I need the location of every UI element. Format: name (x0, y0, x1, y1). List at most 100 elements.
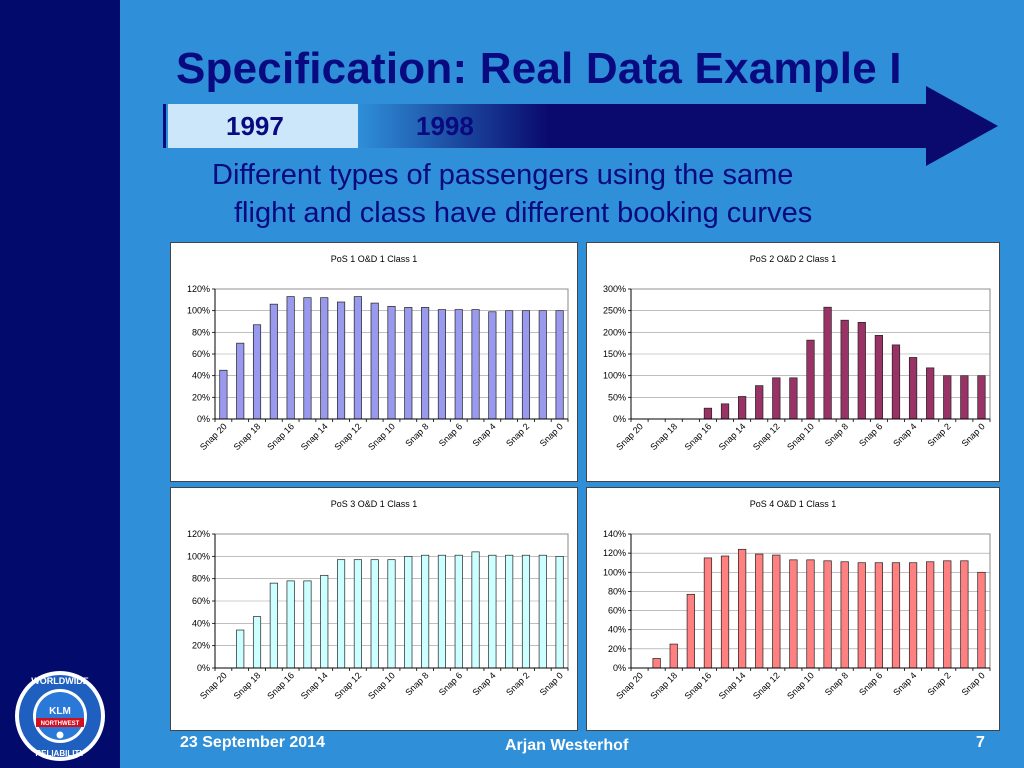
chart-title: PoS 2 O&D 2 Class 1 (750, 254, 837, 264)
bar-snap-11 (789, 559, 798, 669)
x-tick-label: Snap 0 (538, 421, 565, 448)
bar-snap-13 (337, 301, 346, 420)
y-tick-label: 120% (603, 548, 626, 558)
slide-title: Specification: Real Data Example I (176, 44, 902, 93)
x-tick-label: Snap 12 (333, 670, 364, 701)
bar-snap-13 (755, 385, 764, 420)
x-tick-label: Snap 6 (857, 421, 884, 448)
x-tick-label: Snap 6 (437, 670, 464, 697)
bar-snap-0 (555, 555, 564, 669)
bar-snap-13 (337, 559, 346, 669)
bar-snap-7 (437, 309, 446, 420)
bar-snap-8 (421, 554, 430, 669)
y-tick-label: 80% (608, 586, 626, 596)
y-tick-label: 100% (603, 567, 626, 577)
y-tick-label: 300% (603, 284, 626, 294)
x-tick-label: Snap 16 (265, 670, 296, 701)
bar-snap-3 (505, 310, 514, 420)
x-tick-label: Snap 4 (891, 421, 918, 448)
bar-snap-10 (806, 559, 815, 669)
bar-snap-11 (789, 377, 798, 420)
y-tick-label: 250% (603, 306, 626, 316)
bar-snap-12 (353, 559, 362, 669)
x-tick-label: Snap 18 (232, 670, 263, 701)
y-tick-label: 20% (192, 392, 210, 402)
x-tick-label: Snap 10 (366, 421, 397, 452)
bar-snap-3 (505, 554, 514, 669)
bar-snap-9 (823, 560, 832, 669)
x-tick-label: Snap 16 (683, 421, 714, 452)
x-tick-label: Snap 16 (265, 421, 296, 452)
x-tick-label: Snap 0 (538, 670, 565, 697)
bar-snap-5 (471, 551, 480, 669)
x-tick-label: Snap 14 (299, 421, 330, 452)
bar-snap-5 (891, 344, 901, 420)
bar-snap-10 (806, 339, 815, 420)
bar-snap-9 (404, 307, 413, 420)
y-tick-label: 100% (187, 306, 210, 316)
footer-page-number: 7 (976, 734, 985, 751)
bar-snap-11 (370, 559, 379, 669)
x-tick-label: Snap 18 (648, 670, 679, 701)
x-tick-label: Snap 2 (925, 670, 952, 697)
bar-snap-7 (857, 322, 866, 420)
chart-title: PoS 4 O&D 1 Class 1 (750, 499, 837, 509)
x-tick-label: Snap 20 (198, 421, 229, 452)
y-tick-label: 200% (603, 327, 626, 337)
bar-snap-11 (370, 302, 379, 420)
x-tick-label: Snap 14 (717, 421, 748, 452)
x-tick-label: Snap 12 (751, 670, 782, 701)
y-tick-label: 100% (187, 551, 210, 561)
bar-snap-3 (926, 561, 935, 669)
bar-snap-14 (738, 548, 747, 669)
chart-panel-2: PoS 2 O&D 2 Class 1 0% 50% 100% 150% 200% 250%… (586, 242, 1000, 482)
bar-snap-16 (286, 580, 295, 669)
worldwide-reliability-logo: KLM NORTHWEST WORLDWIDE RELIABILITY (15, 671, 105, 761)
bar-snap-0 (977, 375, 986, 420)
bar-snap-1 (538, 554, 547, 669)
timeline-year-1997: 1997 (226, 111, 284, 141)
y-tick-label: 20% (608, 644, 626, 654)
sidebar (0, 0, 120, 768)
y-tick-label: 60% (608, 606, 626, 616)
y-tick-label: 40% (192, 371, 210, 381)
bar-snap-8 (840, 319, 849, 420)
bar-snap-1 (960, 375, 969, 420)
bar-snap-9 (404, 555, 413, 669)
x-tick-label: Snap 14 (717, 670, 748, 701)
y-tick-label: 40% (192, 618, 210, 628)
bar-snap-12 (772, 377, 781, 420)
svg-text:KLM: KLM (49, 706, 71, 717)
slide-subtitle: Different types of passengers using the … (212, 156, 1012, 232)
bar-snap-1 (538, 310, 547, 420)
y-tick-label: 20% (192, 641, 210, 651)
bar-snap-0 (977, 571, 986, 669)
bar-snap-14 (320, 297, 329, 420)
y-tick-label: 120% (187, 284, 210, 294)
y-tick-label: 0% (197, 414, 210, 424)
x-tick-label: Snap 2 (504, 421, 531, 448)
x-tick-label: Snap 6 (437, 421, 464, 448)
bar-snap-6 (454, 554, 463, 669)
subtitle-line-1: Different types of passengers using the … (212, 159, 794, 191)
timeline-arrow (163, 86, 998, 166)
chart-panel-1: PoS 1 O&D 1 Class 1 0% 20% 40% 60% 80% 100% 120… (170, 242, 578, 482)
x-tick-label: Snap 4 (891, 670, 918, 697)
bar-snap-15 (720, 403, 730, 420)
bar-snap-19 (236, 629, 245, 669)
timeline-year-1998: 1998 (416, 111, 474, 141)
bar-snap-7 (857, 562, 866, 669)
bar-snap-2 (521, 554, 531, 669)
bar-snap-19 (236, 342, 245, 420)
x-tick-label: Snap 2 (504, 670, 531, 697)
bar-snap-4 (908, 562, 918, 669)
x-tick-label: Snap 10 (785, 670, 816, 701)
footer-date: 23 September 2014 (180, 734, 325, 751)
x-tick-label: Snap 20 (614, 670, 645, 701)
footer-author: Arjan Westerhof (505, 737, 629, 754)
x-tick-label: Snap 20 (198, 670, 229, 701)
x-tick-label: Snap 12 (751, 421, 782, 452)
bar-snap-18 (252, 324, 262, 420)
x-tick-label: Snap 6 (857, 670, 884, 697)
subtitle-line-2: flight and class have different booking … (234, 197, 813, 229)
